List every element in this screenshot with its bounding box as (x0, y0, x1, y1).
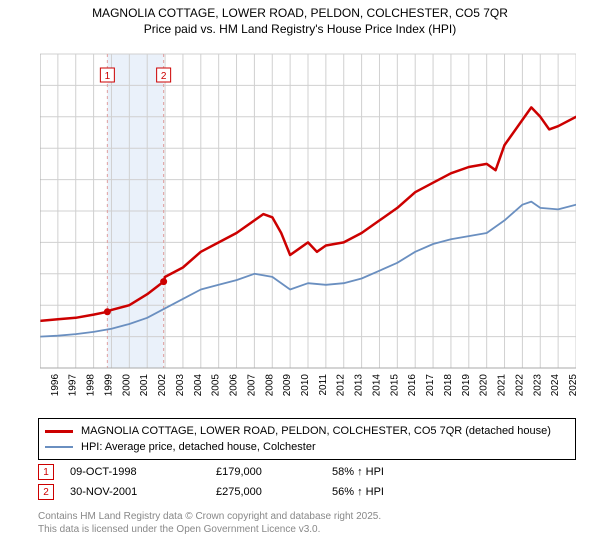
svg-text:2017: 2017 (425, 374, 436, 397)
title-line-2: Price paid vs. HM Land Registry's House … (0, 22, 600, 36)
title-line-1: MAGNOLIA COTTAGE, LOWER ROAD, PELDON, CO… (0, 6, 600, 20)
sale-note: 58% ↑ HPI (332, 466, 384, 478)
svg-text:2019: 2019 (461, 374, 472, 397)
svg-text:2002: 2002 (157, 374, 168, 397)
legend-swatch-1 (45, 430, 73, 433)
legend: MAGNOLIA COTTAGE, LOWER ROAD, PELDON, CO… (38, 418, 576, 460)
svg-text:1997: 1997 (68, 374, 79, 397)
svg-text:1996: 1996 (50, 374, 61, 397)
svg-text:2025: 2025 (568, 374, 576, 397)
legend-label-2: HPI: Average price, detached house, Colc… (81, 441, 316, 453)
sale-badge: 2 (38, 484, 54, 500)
svg-text:2014: 2014 (371, 374, 382, 397)
svg-text:2021: 2021 (497, 374, 508, 397)
svg-text:1: 1 (105, 71, 111, 82)
svg-text:2024: 2024 (550, 374, 561, 397)
svg-text:2022: 2022 (514, 374, 525, 397)
sale-badge: 1 (38, 464, 54, 480)
sale-date: 09-OCT-1998 (70, 466, 200, 478)
sale-note: 56% ↑ HPI (332, 486, 384, 498)
svg-text:2023: 2023 (532, 374, 543, 397)
svg-text:1999: 1999 (103, 374, 114, 397)
svg-text:2012: 2012 (336, 374, 347, 397)
svg-text:1998: 1998 (86, 374, 97, 397)
sale-date: 30-NOV-2001 (70, 486, 200, 498)
svg-text:2020: 2020 (479, 374, 490, 397)
legend-swatch-2 (45, 446, 73, 448)
sale-row: 2 30-NOV-2001 £275,000 56% ↑ HPI (38, 482, 576, 502)
svg-text:2018: 2018 (443, 374, 454, 397)
chart-plot-area: £0£100K£200K£300K£400K£500K£600K£700K£80… (40, 48, 576, 398)
sale-price: £179,000 (216, 466, 316, 478)
svg-text:2003: 2003 (175, 374, 186, 397)
svg-text:2006: 2006 (229, 374, 240, 397)
legend-row-1: MAGNOLIA COTTAGE, LOWER ROAD, PELDON, CO… (45, 423, 569, 439)
footer-line-1: Contains HM Land Registry data © Crown c… (38, 510, 576, 523)
svg-text:2007: 2007 (246, 374, 257, 397)
svg-text:2005: 2005 (211, 374, 222, 397)
svg-text:1995: 1995 (40, 374, 43, 397)
svg-text:2000: 2000 (121, 374, 132, 397)
legend-label-1: MAGNOLIA COTTAGE, LOWER ROAD, PELDON, CO… (81, 425, 551, 437)
sale-marker-list: 1 09-OCT-1998 £179,000 58% ↑ HPI 2 30-NO… (38, 462, 576, 502)
attribution-footer: Contains HM Land Registry data © Crown c… (38, 510, 576, 536)
svg-text:2010: 2010 (300, 374, 311, 397)
svg-text:2013: 2013 (354, 374, 365, 397)
sale-price: £275,000 (216, 486, 316, 498)
line-chart-svg: £0£100K£200K£300K£400K£500K£600K£700K£80… (40, 48, 576, 398)
svg-text:2: 2 (161, 71, 167, 82)
svg-text:2004: 2004 (193, 374, 204, 397)
svg-text:2008: 2008 (264, 374, 275, 397)
svg-text:2011: 2011 (318, 374, 329, 396)
svg-text:2016: 2016 (407, 374, 418, 397)
svg-text:2015: 2015 (389, 374, 400, 397)
legend-row-2: HPI: Average price, detached house, Colc… (45, 439, 569, 455)
chart-titles: MAGNOLIA COTTAGE, LOWER ROAD, PELDON, CO… (0, 0, 600, 36)
svg-text:2001: 2001 (139, 374, 150, 397)
sale-row: 1 09-OCT-1998 £179,000 58% ↑ HPI (38, 462, 576, 482)
footer-line-2: This data is licensed under the Open Gov… (38, 523, 576, 536)
svg-text:2009: 2009 (282, 374, 293, 397)
